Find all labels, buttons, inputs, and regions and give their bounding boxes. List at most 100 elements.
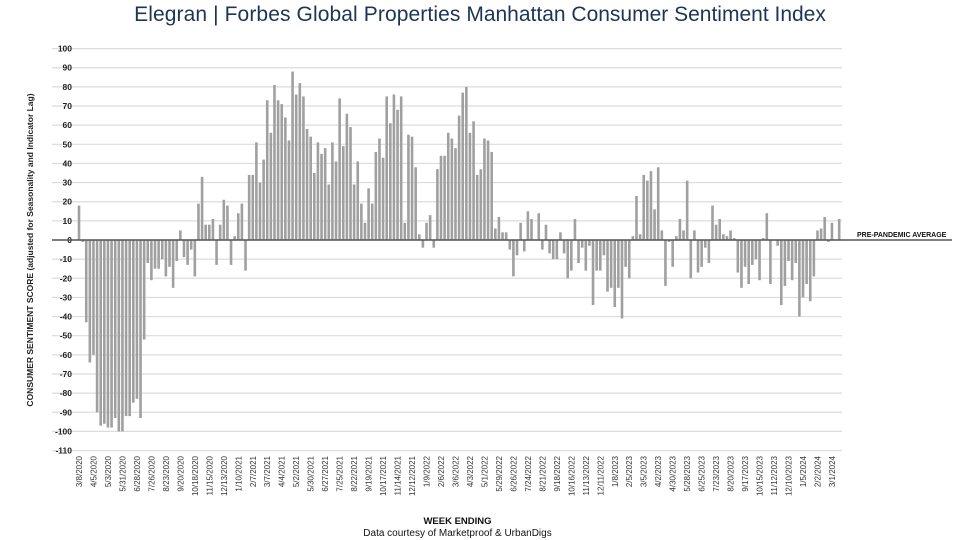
bar [812,240,816,277]
bar [609,240,613,288]
bar [276,100,280,240]
bar [635,195,638,240]
x-tick-label: 3/1/2024 [828,455,837,487]
x-tick-label: 3/8/2020 [75,455,84,487]
bar [758,240,761,281]
bar [588,240,591,246]
bar [247,174,251,240]
x-tick-label: 12/11/2022 [596,455,605,495]
bar [790,240,794,281]
y-tick-label: -30 [60,292,73,302]
chart-subtitle: Manhattan Consumer Sentiment Index [466,3,826,26]
bar [808,240,812,302]
bar [703,240,707,248]
bar [399,96,403,240]
bar [164,240,168,277]
bar [718,218,722,240]
x-tick-label: 10/18/2020 [191,455,200,496]
bar [407,134,410,240]
bar [682,230,685,240]
bar [602,240,606,256]
bar [537,213,541,240]
bar [189,240,193,250]
bar [743,240,747,267]
bar [627,240,631,279]
y-tick-label: 90 [63,63,73,73]
bar [580,240,584,248]
bar [421,240,425,248]
bar [649,171,653,240]
bar [732,238,736,240]
bar [153,240,157,269]
bar [186,240,189,265]
bar [403,222,407,240]
bar [298,83,302,240]
x-tick-label: 11/15/2020 [205,455,214,495]
x-tick-label: 2/7/2021 [249,455,258,487]
bar [653,209,656,240]
x-tick-label: 5/29/2022 [495,455,504,491]
x-tick-label: 3/6/2022 [451,455,460,487]
bar [794,240,798,263]
bar [457,115,461,240]
bar [711,205,714,240]
x-tick-label: 11/14/2021 [394,455,403,495]
x-tick-label: 1/8/2023 [611,455,620,487]
bar [103,240,106,424]
y-tick-label: 100 [58,44,72,54]
bar [378,138,381,240]
bar [798,240,801,317]
bar [175,240,179,262]
bar [197,203,200,240]
y-tick-label: 40 [63,158,73,168]
bar [656,167,660,240]
bar [783,240,787,286]
bar [251,174,255,240]
bar [765,213,769,240]
y-tick-label: -80 [60,388,73,398]
bar [624,240,627,267]
bar [675,236,678,240]
bar [236,213,240,240]
x-tick-label: 6/25/2023 [698,455,707,491]
bar [446,132,450,240]
bar [497,217,501,240]
bar [631,236,635,240]
bar [646,180,649,240]
bar [99,240,103,426]
bar [769,240,772,285]
x-axis-title: WEEK ENDING [423,516,492,527]
y-tick-label: 70 [63,101,73,111]
bar [819,228,823,240]
x-tick-label: 4/30/2023 [669,455,678,491]
bar [160,240,164,260]
x-tick-label: 2/5/2023 [625,455,634,487]
bar [526,211,530,240]
x-tick-label: 12/13/2020 [220,455,229,496]
bar [218,224,222,240]
bar [787,240,790,262]
brand-name: Elegran | Forbes Global Properties [134,3,461,26]
x-tick-label: 11/13/2022 [582,455,591,495]
x-tick-label: 8/20/2023 [727,455,736,491]
bar [338,98,341,240]
bar [381,157,385,240]
bar [725,236,729,240]
bar [562,240,566,254]
bar [262,159,265,240]
bar [135,240,139,399]
bar [273,84,276,240]
bar [323,148,327,240]
bar [512,240,515,277]
bar [334,161,338,240]
bar [88,240,92,363]
bar [110,240,113,428]
bar [693,230,696,240]
bar [331,142,334,240]
bar [305,128,309,240]
bar [284,117,287,240]
bar [182,240,186,258]
bar [360,203,363,240]
bar [620,240,624,319]
